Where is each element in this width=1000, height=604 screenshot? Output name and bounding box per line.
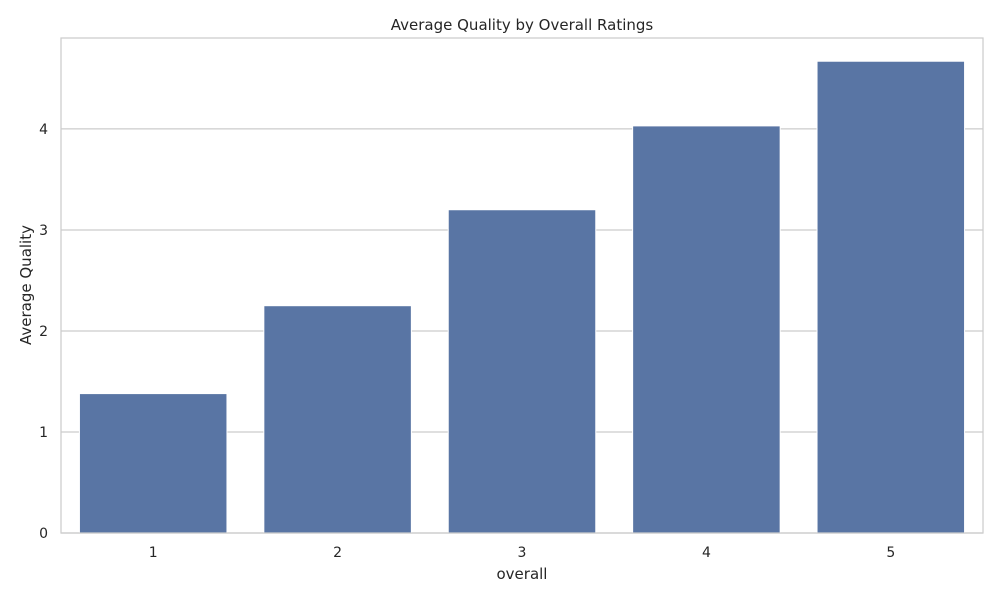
y-tick-labels: 0 1 2 3 4: [39, 122, 48, 542]
bar-1: [78, 393, 228, 534]
bar-layer: [78, 60, 966, 534]
x-tick-label: 2: [333, 545, 342, 561]
x-tick-label: 4: [702, 545, 711, 561]
y-tick-label: 4: [39, 122, 48, 138]
plot-frame: [60, 37, 984, 534]
x-tick-labels: 1 2 3 4 5: [149, 545, 896, 561]
x-tick-label: 5: [886, 545, 895, 561]
bar-3: [447, 209, 597, 534]
y-tick-label: 2: [39, 324, 48, 340]
x-tick-label: 1: [149, 545, 158, 561]
bar-5: [816, 60, 966, 534]
y-tick-label: 3: [39, 223, 48, 239]
x-axis-label: overall: [497, 565, 548, 583]
y-tick-label: 1: [39, 425, 48, 441]
x-tick-label: 3: [518, 545, 527, 561]
bar-4: [632, 125, 781, 534]
y-tick-label: 0: [39, 526, 48, 542]
chart-title: Average Quality by Overall Ratings: [391, 16, 654, 34]
bar-2: [263, 305, 412, 534]
y-axis-label: Average Quality: [17, 225, 35, 345]
